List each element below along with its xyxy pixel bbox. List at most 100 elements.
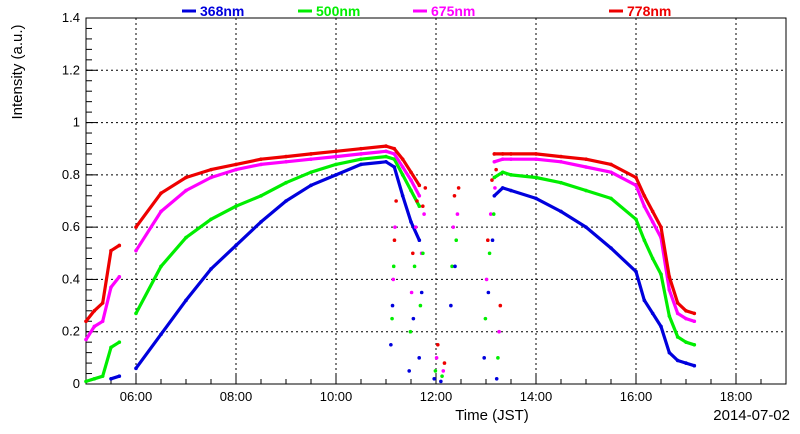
legend-label-675nm: 675nm <box>431 3 475 19</box>
scatter-point-778nm <box>498 303 503 308</box>
data-point-368nm <box>134 366 138 371</box>
data-point-368nm <box>534 196 538 201</box>
data-point-500nm <box>667 314 672 318</box>
scatter-point-500nm <box>390 316 394 321</box>
data-point-778nm <box>334 149 338 154</box>
data-point-368nm <box>159 332 163 337</box>
data-point-500nm <box>159 264 163 269</box>
data-point-675nm <box>492 159 497 164</box>
scatter-point-675nm <box>441 369 446 373</box>
scatter-point-368nm <box>411 316 416 321</box>
scatter-point-675nm <box>434 356 439 360</box>
x-tick-label: 18:00 <box>720 389 753 404</box>
data-point-675nm <box>84 337 88 342</box>
data-point-778nm <box>642 193 647 198</box>
scatter-point-778nm <box>436 342 440 347</box>
data-point-500nm <box>309 170 313 175</box>
data-point-675nm <box>359 152 363 156</box>
data-point-368nm <box>384 159 388 164</box>
scatter-point-675nm <box>493 186 497 190</box>
data-point-500nm <box>584 188 588 193</box>
data-point-368nm <box>659 324 663 329</box>
data-point-675nm <box>650 220 655 224</box>
scatter-point-778nm <box>456 186 461 190</box>
data-point-675nm <box>134 248 138 253</box>
data-point-778nm <box>109 248 113 253</box>
data-point-778nm <box>392 146 397 151</box>
data-point-500nm <box>659 272 663 277</box>
data-point-675nm <box>692 319 697 324</box>
scatter-point-500nm <box>496 356 500 360</box>
data-point-675nm <box>92 324 97 329</box>
scatter-point-778nm <box>411 251 415 256</box>
scatter-point-778nm <box>415 199 419 203</box>
scatter-point-500nm <box>408 329 413 334</box>
data-point-675nm <box>117 275 122 279</box>
data-point-368nm <box>117 374 122 378</box>
data-point-675nm <box>384 149 388 154</box>
data-point-500nm <box>417 204 422 209</box>
data-point-778nm <box>500 152 505 156</box>
data-point-675nm <box>334 154 338 159</box>
y-tick-label: 1.2 <box>62 62 80 77</box>
data-point-675nm <box>309 157 313 161</box>
scatter-point-500nm <box>391 264 396 269</box>
data-point-368nm <box>184 298 188 303</box>
data-point-368nm <box>109 376 113 381</box>
data-point-500nm <box>84 379 88 384</box>
data-point-368nm <box>409 220 413 224</box>
data-point-500nm <box>117 340 122 344</box>
data-point-500nm <box>134 311 138 316</box>
y-tick-label: 0.2 <box>62 324 80 339</box>
data-point-368nm <box>684 361 688 365</box>
data-point-500nm <box>634 217 638 222</box>
scatter-point-675nm <box>413 225 418 229</box>
legend-label-500nm: 500nm <box>316 3 360 19</box>
data-point-500nm <box>400 173 405 177</box>
data-layer <box>84 144 697 384</box>
data-point-675nm <box>400 165 405 169</box>
data-point-500nm <box>284 180 288 185</box>
data-point-675nm <box>100 319 105 324</box>
data-point-778nm <box>417 183 422 188</box>
data-point-368nm <box>559 209 563 214</box>
scatter-point-778nm <box>490 178 494 182</box>
data-point-675nm <box>684 316 688 321</box>
scatter-point-675nm <box>393 225 397 229</box>
data-point-778nm <box>409 170 413 175</box>
data-point-675nm <box>634 183 638 188</box>
scatter-point-500nm <box>491 212 496 216</box>
scatter-point-675nm <box>488 212 493 216</box>
data-point-368nm <box>509 188 513 193</box>
scatter-point-368nm <box>439 379 443 384</box>
data-point-778nm <box>684 309 688 313</box>
scatter-point-675nm <box>422 212 426 216</box>
data-point-500nm <box>334 162 338 167</box>
data-point-778nm <box>584 157 588 161</box>
data-point-675nm <box>609 170 613 175</box>
data-point-675nm <box>534 157 538 161</box>
data-point-368nm <box>634 269 638 274</box>
scatter-point-500nm <box>450 264 454 269</box>
data-point-500nm <box>384 154 388 159</box>
scatter-point-500nm <box>418 303 423 308</box>
data-point-778nm <box>92 309 97 313</box>
data-point-500nm <box>609 196 613 201</box>
data-point-675nm <box>184 188 188 193</box>
data-point-778nm <box>384 144 388 148</box>
data-point-778nm <box>284 154 288 159</box>
scatter-point-500nm <box>421 251 425 256</box>
data-point-500nm <box>675 335 680 339</box>
data-point-500nm <box>642 238 647 243</box>
data-point-368nm <box>642 298 647 303</box>
scatter-point-368nm <box>482 356 487 360</box>
data-point-500nm <box>692 342 697 347</box>
scatter-point-500nm <box>454 238 459 243</box>
data-point-500nm <box>509 173 513 177</box>
data-point-675nm <box>584 165 588 169</box>
scatter-point-368nm <box>453 264 457 269</box>
x-tick-label: 14:00 <box>520 389 553 404</box>
data-point-675nm <box>559 159 563 164</box>
data-point-675nm <box>109 285 113 290</box>
scatter-point-368nm <box>407 369 412 373</box>
